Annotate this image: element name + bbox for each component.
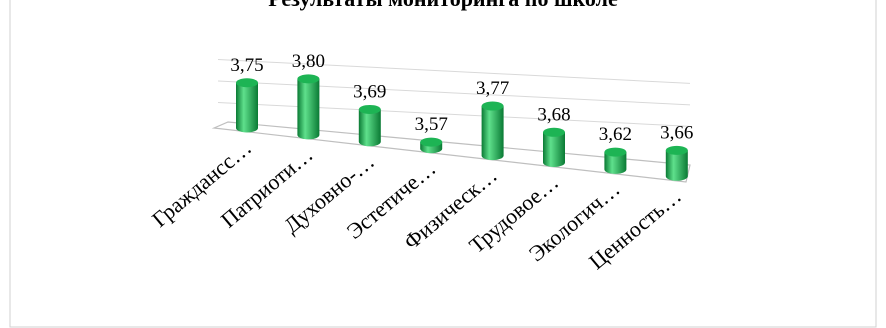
gridline: [217, 102, 691, 127]
bar-cylinder: [481, 106, 504, 161]
data-label: 3,62: [599, 124, 632, 145]
data-label: 3,77: [476, 78, 509, 99]
data-label: 3,80: [292, 51, 325, 72]
bar-cylinder: [297, 78, 320, 140]
bar-cap: [543, 127, 565, 137]
bar-cap: [236, 78, 258, 88]
bar-cap: [665, 145, 688, 155]
bar-cylinder: [665, 150, 688, 181]
bar-cylinder: [604, 152, 627, 174]
data-label: 3,68: [537, 104, 570, 125]
data-label: 3,69: [353, 81, 386, 102]
floor-plane: [211, 121, 691, 183]
bar-cap: [420, 137, 443, 147]
bar-cylinder: [236, 82, 258, 133]
data-label: 3,57: [415, 114, 448, 135]
chart-floor: [211, 121, 691, 183]
chart-title: Результаты мониторинга по школе: [268, 0, 618, 11]
bars: [236, 74, 688, 181]
gridlines: [217, 59, 691, 127]
gridline: [217, 59, 691, 84]
gridline: [217, 80, 691, 106]
data-label: 3,66: [660, 122, 693, 143]
bar-cap: [358, 104, 381, 114]
bar-cylinder: [543, 132, 565, 167]
bar-cap: [604, 147, 627, 157]
bar-cylinder: [358, 109, 381, 147]
chart-border: [9, 0, 877, 328]
data-label: 3,75: [230, 55, 263, 76]
value-labels: 3,75 3,80 3,69 3,57 3,77 3,68 3,62 3,66: [230, 51, 693, 145]
bar-cap: [481, 101, 504, 111]
bar-cap: [297, 74, 320, 84]
